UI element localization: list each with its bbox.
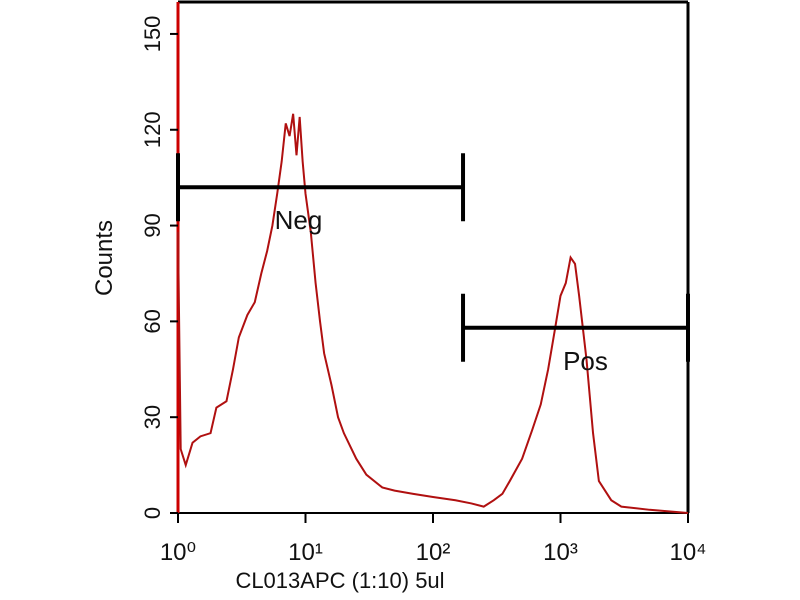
y-tick-label: 150 xyxy=(140,16,165,53)
x-tick-label: 10² xyxy=(416,539,451,566)
x-tick-label: 10⁰ xyxy=(160,539,196,566)
y-tick-label: 120 xyxy=(140,111,165,148)
x-tick-label: 10⁴ xyxy=(669,539,706,566)
y-tick-label: 90 xyxy=(140,213,165,237)
histogram-line xyxy=(177,113,689,514)
x-tick-label: 10³ xyxy=(543,539,578,566)
y-axis-label: Counts xyxy=(91,220,118,296)
x-axis-label: CL013APC (1:10) 5ul xyxy=(235,568,444,593)
y-tick-label: 30 xyxy=(140,405,165,429)
gate-label: Pos xyxy=(563,346,608,376)
y-tick-label: 60 xyxy=(140,309,165,333)
y-tick-label: 0 xyxy=(140,507,165,519)
gate-label: Neg xyxy=(275,205,323,235)
x-tick-label: 10¹ xyxy=(288,539,323,566)
